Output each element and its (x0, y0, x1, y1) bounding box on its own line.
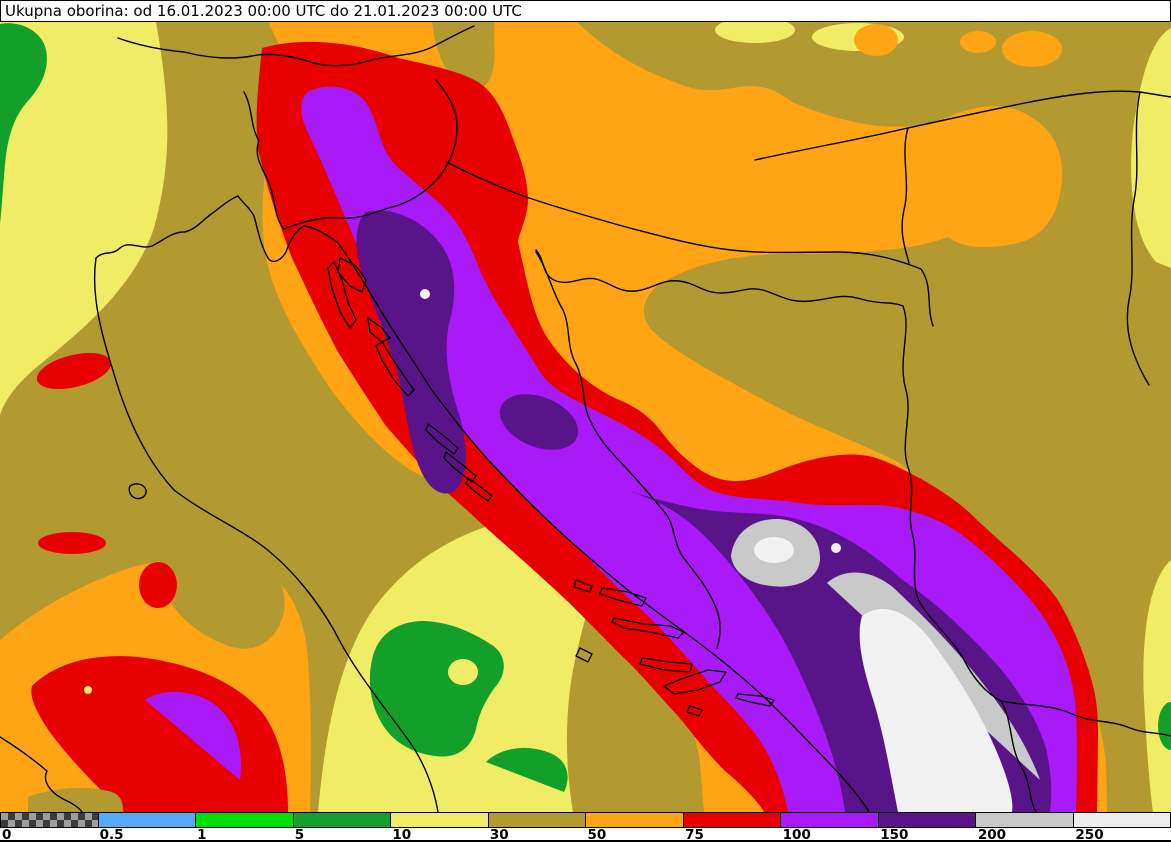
dark-dot (847, 674, 859, 686)
border-alps (117, 25, 475, 67)
colorbar-segment (487, 813, 585, 827)
region-olive-patches (158, 385, 804, 812)
colorbar-tick-label: 150 (880, 827, 909, 842)
colorbar-segment (195, 813, 293, 827)
border-slovenia (243, 79, 458, 230)
colorbar (0, 812, 1171, 828)
colorbar-segment (585, 813, 683, 827)
colorbar-tick-label: 10 (392, 827, 412, 842)
border-drina (902, 305, 920, 602)
island-pag (375, 341, 415, 397)
colorbar-tick-label: 0.5 (99, 827, 124, 842)
region-green (0, 23, 1171, 792)
border-drava-danube (445, 161, 934, 327)
border-sava (535, 249, 904, 307)
island-solta (573, 579, 593, 593)
island-cres (327, 261, 357, 329)
colorbar-segment (390, 813, 488, 827)
colorbar-segment (97, 813, 195, 827)
border-bosnia-west (535, 251, 721, 649)
colorbar-tick-label: 1 (197, 827, 207, 842)
island-rab (367, 317, 391, 343)
map-title: Ukupna oborina: od 16.01.2023 00:00 UTC … (5, 2, 522, 20)
colorbar-segment (1, 813, 98, 827)
colorbar-segment (877, 813, 975, 827)
border-romania-west (1126, 91, 1150, 386)
island-zadar-2 (443, 451, 477, 483)
colorbar-segment (1072, 813, 1170, 827)
colorbar-segment (292, 813, 390, 827)
colorbar-tick-label: 200 (977, 827, 1007, 842)
precipitation-contour-map (0, 0, 1171, 812)
coast-italy (93, 257, 439, 812)
region-white (420, 289, 1013, 812)
island-kornati (465, 477, 493, 502)
colorbar-labels: 0 0.5 1 5 10 30 50 75 100 150 200 250 (0, 827, 1171, 842)
colorbar-tick-label: 5 (294, 827, 305, 842)
adriatic-islands (327, 257, 775, 717)
colorbar-tick-label: 0 (2, 827, 12, 842)
colorbar-tick-label: 250 (1075, 827, 1104, 842)
coast-adriatic-east (95, 195, 870, 812)
colorbar-tick-label: 50 (587, 827, 607, 842)
map-borders (0, 25, 1171, 812)
coast-tyrrhenian (0, 736, 83, 812)
island-lastovo (686, 705, 703, 717)
colorbar-tick-label: 100 (782, 827, 811, 842)
island-mljet (735, 693, 775, 707)
map-title-bar: Ukupna oborina: od 16.01.2023 00:00 UTC … (0, 0, 1171, 22)
island-zadar-1 (425, 423, 459, 455)
lake-outline (128, 483, 147, 500)
island-peljesac (663, 669, 727, 695)
pale-dot (84, 686, 92, 694)
colorbar-tick-label: 30 (489, 827, 509, 842)
river-tisza (901, 127, 910, 264)
island-vis (575, 647, 593, 663)
border-hungary-romania (754, 90, 1171, 161)
colorbar-segment (780, 813, 878, 827)
island-korcula (639, 657, 693, 673)
island-brac (599, 587, 647, 607)
colorbar-segment (682, 813, 780, 827)
island-hvar (611, 617, 685, 639)
colorbar-tick-label: 75 (685, 827, 704, 842)
olive-bottom-strip (28, 787, 123, 812)
colorbar-segment (975, 813, 1073, 827)
border-kosovo (1000, 700, 1171, 737)
